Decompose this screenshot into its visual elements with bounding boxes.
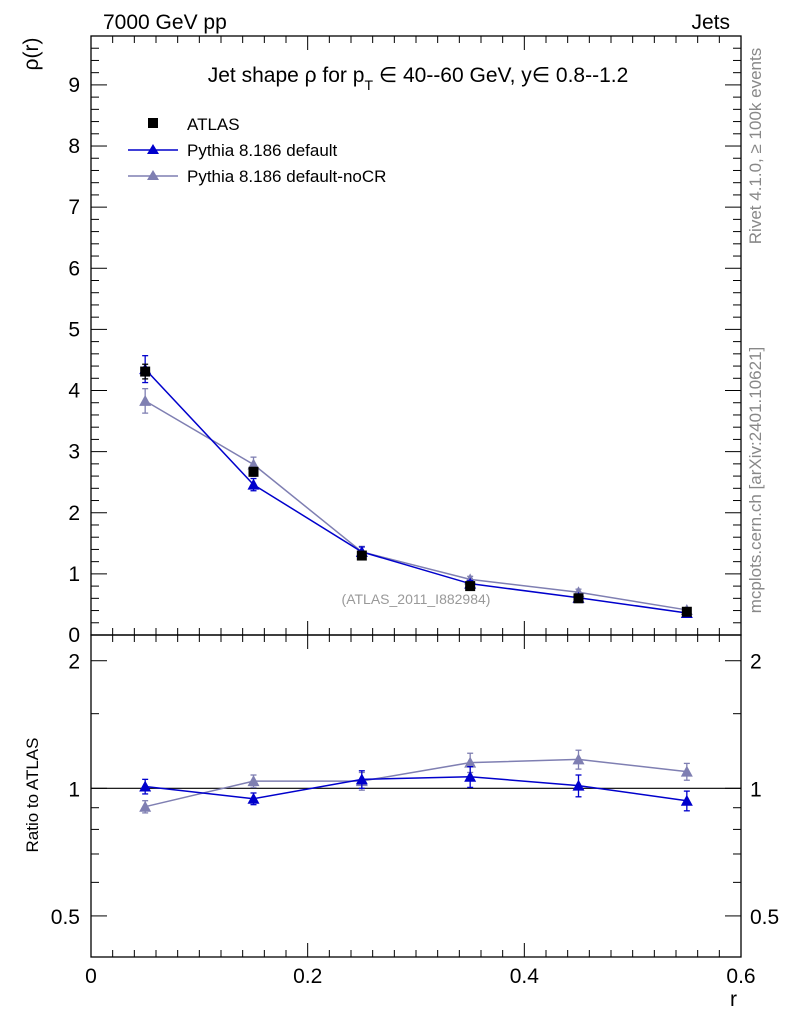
top-nocr-line <box>144 400 687 611</box>
ratio-default-point <box>247 792 260 804</box>
top-y-tick-label: 3 <box>68 441 80 464</box>
top-atlas-point <box>681 606 692 617</box>
top-y-tick-label: 2 <box>68 502 80 525</box>
top-y-tick-label: 4 <box>68 380 80 403</box>
top-ylabel: ρ(r) <box>20 38 43 71</box>
ratio-y-tick-label-left: 1 <box>68 778 80 801</box>
ratio-nocr-point <box>680 765 693 777</box>
ratio-default-point <box>355 773 368 785</box>
top-nocr-point <box>139 394 152 406</box>
top-atlas-point <box>573 593 584 604</box>
top-atlas-point <box>356 550 367 561</box>
rivet-label: Rivet 4.1.0, ≥ 100k events <box>746 48 765 244</box>
x-tick-label: 0.6 <box>726 965 755 988</box>
top-default-point <box>247 478 260 490</box>
legend-default-label: Pythia 8.186 default <box>187 141 338 160</box>
ratio-nocr-point <box>247 775 260 787</box>
ratio-y-tick-label-left: 0.5 <box>51 906 80 929</box>
ratio-default-point <box>139 780 152 792</box>
ratio-nocr-point <box>139 800 152 812</box>
legend-nocr-marker <box>147 170 159 180</box>
top-default-line <box>144 368 687 614</box>
ratio-y-tick-label-right: 1 <box>750 778 762 801</box>
ratio-y-tick-label-right: 2 <box>750 651 762 674</box>
top-y-tick-label: 6 <box>68 257 80 280</box>
ratio-nocr-point <box>464 756 477 768</box>
legend-default-marker <box>147 144 159 154</box>
ratio-panel: 0 0.2 0.4 0.6 0.5 0.5 1 1 2 2 <box>51 634 779 988</box>
title-suffix: ∈ 40--60 GeV, y∈ 0.8--1.2 <box>373 64 628 87</box>
ratio-default-point <box>680 794 693 806</box>
top-y-tick-label: 1 <box>68 563 80 586</box>
ratio-y-tick-label-left: 2 <box>68 651 80 674</box>
ratio-nocr-point <box>572 753 585 765</box>
title-subscript: T <box>364 77 373 93</box>
ratio-default-point <box>572 779 585 791</box>
top-panel: 0 1 2 3 4 5 6 7 8 9 <box>68 35 742 647</box>
ratio-nocr-line <box>144 758 687 808</box>
top-y-tick-label: 7 <box>68 196 80 219</box>
analysis-watermark: (ATLAS_2011_I882984) <box>342 591 491 607</box>
ratio-default-line <box>145 775 687 802</box>
legend: ATLAS Pythia 8.186 default Pythia 8.186 … <box>128 115 386 186</box>
ratio-default-point <box>464 770 477 782</box>
x-tick-label: 0 <box>85 965 97 988</box>
mcplots-label: mcplots.cern.ch [arXiv:2401.10621] <box>746 347 765 613</box>
top-y-tick-label: 9 <box>68 74 80 97</box>
header-right: Jets <box>691 11 730 34</box>
x-tick-label: 0.4 <box>510 965 540 988</box>
main-title: Jet shape ρ for pT ∈ 40--60 GeV, y∈ 0.8-… <box>208 64 629 93</box>
bottom-ylabel: Ratio to ATLAS <box>23 738 42 853</box>
ratio-y-tick-label-right: 0.5 <box>750 906 779 929</box>
legend-atlas-marker <box>148 118 158 128</box>
legend-nocr-label: Pythia 8.186 default-noCR <box>187 167 386 186</box>
top-y-tick-label: 5 <box>68 318 80 341</box>
header-left: 7000 GeV pp <box>103 11 227 34</box>
x-axis-label: r <box>730 988 737 1011</box>
legend-atlas-label: ATLAS <box>187 115 240 134</box>
title-prefix: Jet shape ρ for p <box>208 64 365 87</box>
top-y-tick-label: 0 <box>68 624 80 647</box>
top-atlas-point <box>140 366 151 377</box>
top-nocr-point <box>247 458 260 470</box>
top-atlas-point <box>465 581 476 592</box>
top-y-tick-label: 8 <box>68 135 80 158</box>
x-tick-label: 0.2 <box>293 965 322 988</box>
top-atlas-point <box>248 466 259 477</box>
